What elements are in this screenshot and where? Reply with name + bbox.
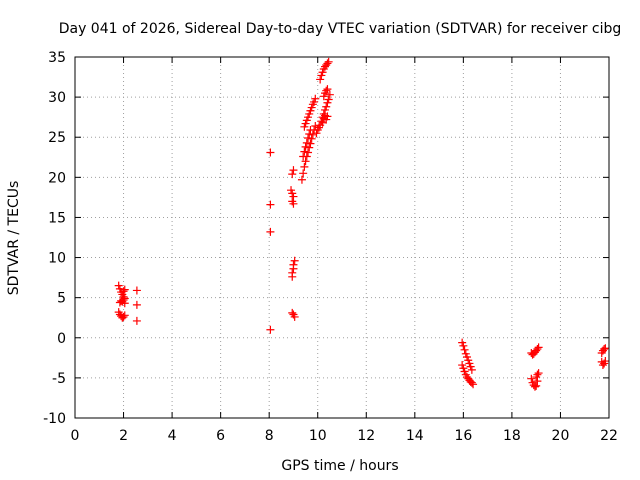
data-point xyxy=(322,86,331,95)
data-point xyxy=(304,148,313,157)
data-point xyxy=(324,95,333,104)
data-point xyxy=(307,134,316,143)
y-tick-label: -10 xyxy=(43,411,66,427)
x-tick-label: 2 xyxy=(119,428,128,444)
data-point xyxy=(316,75,325,84)
data-point xyxy=(460,345,469,354)
data-point xyxy=(527,374,536,383)
data-point xyxy=(311,94,320,103)
data-point xyxy=(288,170,297,179)
data-point xyxy=(533,370,542,379)
x-tick-label: 20 xyxy=(552,428,570,444)
data-point xyxy=(600,345,609,354)
data-point xyxy=(598,361,607,370)
data-point xyxy=(132,286,141,295)
y-tick-label: 0 xyxy=(57,331,66,347)
x-tick-label: 16 xyxy=(454,428,472,444)
data-point xyxy=(299,152,308,161)
data-point xyxy=(289,166,298,175)
data-point xyxy=(601,357,610,366)
data-point xyxy=(289,264,298,273)
y-axis-label: SDTVAR / TECUs xyxy=(6,181,22,296)
data-point xyxy=(323,85,332,94)
data-point xyxy=(530,382,539,391)
data-point xyxy=(299,169,308,178)
data-point xyxy=(119,312,128,321)
data-point xyxy=(311,121,320,130)
data-point xyxy=(290,312,299,321)
data-point xyxy=(301,142,310,151)
data-point xyxy=(467,378,476,387)
data-point xyxy=(132,316,141,325)
y-tick-label: 20 xyxy=(48,170,66,186)
x-tick-label: 6 xyxy=(216,428,225,444)
data-point xyxy=(534,369,543,378)
y-tick-label: -5 xyxy=(52,371,66,387)
data-point xyxy=(469,380,478,389)
axis-ticks: 0 2 4 6 8 10 12 14 16 18 20 22 -10 -5 0 5 10 15 20 25 30 35 xyxy=(43,50,618,444)
data-point xyxy=(325,90,334,99)
x-tick-label: 18 xyxy=(503,428,521,444)
data-point xyxy=(120,299,129,308)
y-tick-label: 15 xyxy=(48,210,66,226)
data-point xyxy=(459,341,468,350)
data-point xyxy=(290,256,299,265)
data-point xyxy=(300,147,309,156)
data-point xyxy=(302,138,311,147)
data-point xyxy=(301,157,310,166)
data-point xyxy=(305,130,314,139)
data-point xyxy=(533,345,542,354)
data-point xyxy=(289,199,298,208)
y-tick-label: 35 xyxy=(48,50,66,66)
data-point xyxy=(288,272,297,281)
y-tick-label: 5 xyxy=(57,291,66,307)
data-point xyxy=(266,325,275,334)
data-point xyxy=(304,134,313,143)
x-tick-label: 8 xyxy=(265,428,274,444)
x-tick-label: 22 xyxy=(600,428,618,444)
data-points xyxy=(114,57,610,391)
data-point xyxy=(297,175,306,184)
data-point xyxy=(534,343,543,352)
chart-title: Day 041 of 2026, Sidereal Day-to-day VTE… xyxy=(59,21,622,37)
data-point xyxy=(306,139,315,148)
data-point xyxy=(322,102,331,111)
data-point xyxy=(323,112,332,121)
x-tick-label: 0 xyxy=(71,428,80,444)
x-tick-label: 14 xyxy=(406,428,424,444)
data-point xyxy=(308,130,317,139)
data-point xyxy=(306,126,315,135)
data-point xyxy=(266,227,275,236)
data-point xyxy=(467,365,476,374)
data-point xyxy=(119,287,128,296)
data-point xyxy=(532,381,541,390)
plot-frame xyxy=(74,56,610,419)
x-tick-label: 12 xyxy=(357,428,375,444)
grid xyxy=(75,57,609,418)
y-tick-label: 30 xyxy=(48,90,66,106)
data-point xyxy=(288,308,297,317)
y-tick-label: 25 xyxy=(48,130,66,146)
data-point xyxy=(132,300,141,309)
data-point xyxy=(601,344,610,353)
y-tick-label: 10 xyxy=(48,251,66,267)
data-point xyxy=(324,57,333,66)
data-point xyxy=(300,162,309,171)
x-tick-label: 10 xyxy=(309,428,327,444)
data-point xyxy=(305,143,314,152)
data-point xyxy=(323,59,332,68)
data-point xyxy=(120,285,129,294)
x-axis-label: GPS time / hours xyxy=(281,458,398,474)
x-tick-label: 4 xyxy=(168,428,177,444)
data-point xyxy=(120,311,129,320)
data-point xyxy=(266,148,275,157)
data-point xyxy=(289,192,298,201)
data-point xyxy=(266,200,275,209)
